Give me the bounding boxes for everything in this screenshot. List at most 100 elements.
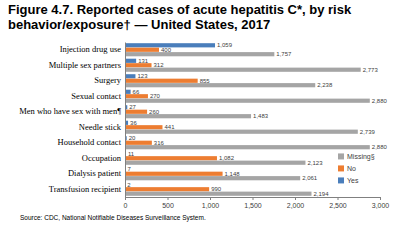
y-axis: Injection drug use Multiple sex partners S… bbox=[19, 43, 125, 198]
data-label: 131 bbox=[138, 58, 149, 64]
data-label: 316 bbox=[154, 140, 165, 146]
tick: Multiple sex partners bbox=[49, 60, 125, 70]
category-label: Multiple sex partners bbox=[49, 60, 121, 70]
bar bbox=[125, 161, 305, 165]
data-label: 400 bbox=[161, 47, 172, 53]
data-label: 66 bbox=[133, 89, 140, 95]
tick: Injection drug use bbox=[60, 44, 125, 54]
data-label: 1,148 bbox=[225, 171, 241, 177]
data-label: 1,757 bbox=[276, 51, 292, 57]
tick: 2,000 bbox=[287, 197, 305, 209]
data-label: 2,773 bbox=[363, 67, 379, 73]
data-label: 11 bbox=[128, 151, 135, 157]
category-label: Household contact bbox=[58, 137, 122, 147]
axis-line bbox=[126, 198, 381, 201]
tick: Household contact bbox=[58, 137, 126, 147]
tick: 1,500 bbox=[244, 197, 262, 209]
legend-swatch bbox=[338, 165, 344, 171]
tick: Needle stick bbox=[79, 122, 125, 132]
data-label: 20 bbox=[129, 135, 136, 141]
title-line: Figure 4.7. Reported cases of acute hepa… bbox=[8, 2, 352, 17]
data-label: 2,238 bbox=[317, 82, 333, 88]
bar bbox=[125, 59, 136, 63]
tick: Men who have sex with men¶ bbox=[19, 106, 125, 116]
data-label: 2,739 bbox=[360, 129, 376, 135]
data-label: 1,059 bbox=[217, 42, 233, 48]
tick: 1,000 bbox=[202, 197, 220, 209]
data-label: 2,880 bbox=[372, 144, 388, 150]
bar bbox=[125, 176, 300, 180]
chart: Figure 4.7. Reported cases of acute hepa… bbox=[0, 0, 400, 225]
bars bbox=[125, 43, 370, 196]
tick: Sexual contact bbox=[71, 91, 125, 101]
data-label: 123 bbox=[137, 73, 148, 79]
category-label: Occupation bbox=[82, 153, 122, 163]
legend-label: Missing§ bbox=[347, 153, 375, 161]
data-label: 855 bbox=[200, 78, 211, 84]
tick-label: 1,000 bbox=[202, 202, 220, 209]
bar bbox=[125, 79, 198, 83]
category-label: Transfusion recipient bbox=[49, 184, 122, 194]
category-label: Dialysis patient bbox=[68, 168, 122, 178]
bar bbox=[125, 130, 358, 134]
title-line: behavior/exposure† — United States, 2017 bbox=[8, 17, 270, 32]
data-label: 2,880 bbox=[372, 98, 388, 104]
axis-line bbox=[125, 43, 126, 198]
category-label: Surgery bbox=[94, 75, 122, 85]
category-label: Sexual contact bbox=[71, 91, 121, 101]
tick: 3,000 bbox=[372, 197, 390, 209]
tick: Surgery bbox=[94, 75, 125, 85]
category-label: Men who have sex with men¶ bbox=[19, 106, 121, 116]
title: Figure 4.7. Reported cases of acute hepa… bbox=[8, 2, 352, 32]
tick-label: 500 bbox=[162, 202, 174, 209]
tick-mark bbox=[210, 197, 211, 200]
tick-mark bbox=[338, 197, 339, 200]
data-label: 27 bbox=[129, 104, 136, 110]
tick: 0 bbox=[124, 197, 128, 209]
tick-label: 2,000 bbox=[287, 202, 305, 209]
bar bbox=[125, 52, 274, 56]
data-label: 260 bbox=[149, 109, 160, 115]
data-label: 7 bbox=[128, 166, 132, 172]
legend-swatch bbox=[338, 177, 344, 183]
legend-label: No bbox=[347, 165, 356, 172]
data-label: 1,082 bbox=[219, 155, 235, 161]
bar bbox=[125, 99, 370, 103]
data-label: 1,483 bbox=[253, 113, 269, 119]
tick: Dialysis patient bbox=[68, 168, 125, 178]
tick-mark bbox=[253, 197, 254, 200]
tick: Transfusion recipient bbox=[49, 184, 125, 194]
legend-label: Yes bbox=[347, 177, 359, 184]
x-axis: 0 500 1,000 1,500 2,000 2,500 3,000 bbox=[124, 197, 390, 209]
data-label: 2,194 bbox=[313, 191, 329, 197]
data-label: 270 bbox=[150, 93, 161, 99]
category-label: Needle stick bbox=[79, 122, 122, 132]
bar bbox=[125, 83, 315, 87]
bar bbox=[125, 172, 223, 176]
legend-swatch bbox=[338, 153, 344, 159]
tick-mark bbox=[380, 197, 381, 200]
legend: Missing§ No Yes bbox=[338, 153, 375, 184]
tick-mark bbox=[168, 197, 169, 200]
tick-label: 2,500 bbox=[329, 202, 347, 209]
tick-label: 1,500 bbox=[244, 202, 262, 209]
data-label: 990 bbox=[211, 186, 222, 192]
tick: 500 bbox=[162, 197, 174, 209]
tick: Occupation bbox=[82, 153, 125, 163]
data-label: 2 bbox=[127, 182, 131, 188]
annotation: Source: CDC, National Notifiable Disease… bbox=[20, 214, 206, 222]
data-labels: 1,059 131 123 66 27 36 20 11 7 2 400 312 855 270 260 44… bbox=[127, 42, 387, 196]
data-label: 441 bbox=[164, 124, 175, 130]
bar bbox=[125, 74, 135, 78]
bar bbox=[125, 48, 159, 52]
bar bbox=[125, 187, 209, 191]
data-label: 2,123 bbox=[307, 160, 323, 166]
bar bbox=[125, 114, 251, 118]
data-label: 312 bbox=[154, 62, 165, 68]
data-label: 36 bbox=[130, 120, 137, 126]
data-label: 2,061 bbox=[302, 175, 318, 181]
tick: 2,500 bbox=[329, 197, 347, 209]
tick-label: 3,000 bbox=[372, 202, 390, 209]
bar bbox=[125, 156, 217, 160]
category-label: Injection drug use bbox=[60, 44, 122, 54]
